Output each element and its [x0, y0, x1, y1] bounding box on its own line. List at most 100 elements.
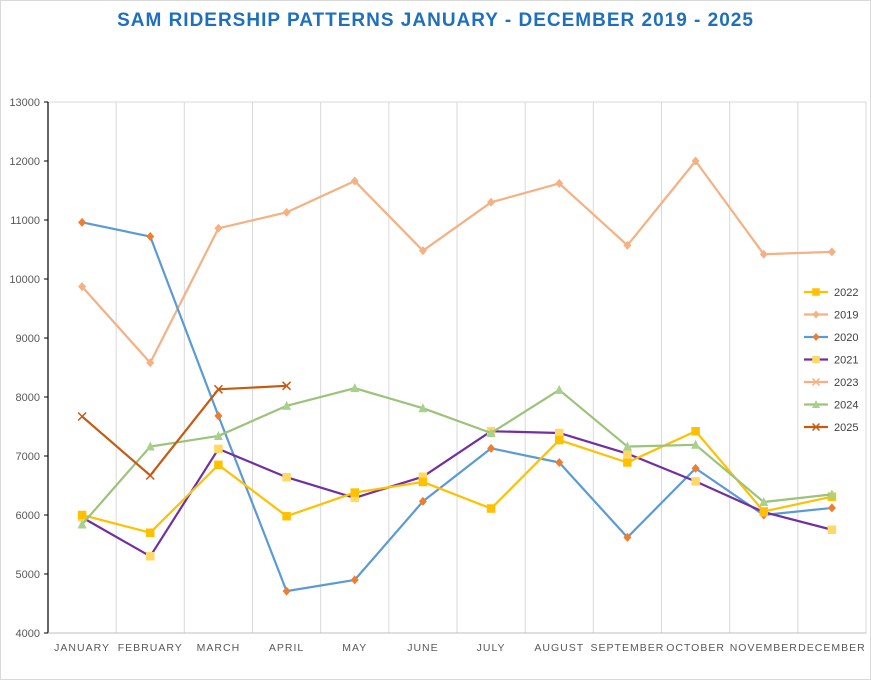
data-point-diamond [78, 217, 87, 227]
data-point-diamond [827, 247, 836, 257]
x-tick-label: DECEMBER [798, 642, 866, 654]
legend-item-2023: 2023 [804, 377, 858, 389]
legend: 2022 2019 2020 2021 2023 2024 2025 [804, 287, 858, 434]
series-line-2020 [81, 221, 833, 593]
y-tick-label: 9000 [16, 333, 40, 345]
x-tick-label: SEPTEMBER [591, 642, 665, 654]
data-point-square [214, 444, 223, 454]
data-point-diamond [759, 249, 768, 259]
x-tick-label: JUNE [407, 642, 438, 654]
data-point-square [827, 525, 837, 534]
legend-label: 2022 [834, 287, 858, 299]
data-point-square [812, 355, 820, 364]
data-point-triangle [554, 384, 564, 394]
x-tick-label: NOVEMBER [730, 642, 798, 654]
data-point-triangle [350, 383, 360, 393]
data-point-cross [213, 384, 223, 394]
data-point-diamond [555, 178, 564, 188]
data-point-diamond [146, 232, 155, 242]
data-point-cross [77, 411, 87, 422]
cross-stroke [811, 377, 821, 387]
y-tick-label: 10000 [9, 274, 40, 286]
x-tick-label: JANUARY [54, 642, 110, 654]
legend-label: 2025 [834, 422, 858, 434]
data-point-diamond [691, 463, 700, 473]
data-point-diamond [555, 457, 564, 467]
legend-item-2022: 2022 [804, 287, 858, 299]
data-point-triangle [213, 430, 223, 440]
legend-item-2024: 2024 [804, 400, 858, 412]
series-2022 [77, 426, 837, 537]
data-point-cross [145, 470, 155, 481]
data-point-diamond [282, 586, 291, 596]
y-tick-label: 8000 [16, 392, 40, 404]
data-point-square [282, 511, 291, 521]
cross-stroke [811, 422, 821, 432]
data-point-triangle [622, 441, 632, 451]
data-point-square [812, 288, 820, 296]
data-point-square [146, 552, 155, 561]
series-line-2022 [81, 430, 833, 534]
data-point-square [623, 449, 632, 458]
x-tick-label: MAY [342, 642, 367, 654]
data-point-diamond [812, 333, 820, 341]
y-tick-label: 4000 [16, 628, 40, 640]
data-point-diamond [691, 156, 700, 166]
data-point-triangle [759, 497, 769, 507]
x-tick-label: OCTOBER [666, 642, 725, 654]
data-point-cross [811, 377, 821, 387]
data-point-triangle [691, 439, 701, 449]
cross-stroke [282, 381, 292, 391]
legend-label: 2019 [834, 310, 858, 322]
data-point-diamond [487, 197, 496, 207]
x-tick-label: JULY [477, 642, 506, 654]
data-point-diamond [418, 246, 427, 256]
series-2024 [77, 383, 837, 529]
legend-label: 2020 [834, 332, 858, 344]
data-point-square [555, 428, 564, 438]
data-point-diamond [418, 496, 427, 506]
data-point-diamond [623, 240, 632, 250]
x-axis: JANUARY FEBRUARY MARCH APRIL MAY JUNE JULY AUGU… [54, 642, 866, 654]
data-point-cross [282, 381, 292, 391]
x-tick-label: MARCH [197, 642, 241, 654]
y-tick-label: 12000 [9, 156, 40, 168]
data-point-diamond [146, 358, 155, 368]
data-point-diamond [350, 575, 359, 585]
y-tick-label: 7000 [16, 451, 40, 463]
data-point-square [555, 435, 564, 445]
y-tick-label: 13000 [9, 97, 40, 109]
data-point-diamond [214, 223, 223, 233]
data-point-diamond [282, 207, 291, 217]
data-point-square [214, 460, 223, 470]
y-axis: 4000 5000 6000 7000 8000 9000 10000 11000 12000 1… [9, 97, 48, 640]
series-line-2025 [81, 384, 287, 477]
data-point-diamond [214, 411, 223, 421]
series-2025 [77, 381, 292, 481]
data-point-triangle [77, 519, 87, 529]
data-point-diamond [812, 310, 820, 319]
cross-stroke [77, 411, 87, 422]
legend-label: 2023 [834, 377, 858, 389]
data-point-square [418, 477, 428, 487]
data-point-triangle [827, 489, 837, 499]
data-point-diamond [350, 176, 359, 186]
data-point-triangle [812, 400, 820, 408]
legend-item-2020: 2020 [804, 332, 858, 344]
series-line-2021 [81, 430, 833, 558]
series-line-2024 [81, 387, 833, 526]
series-line-2019 [81, 159, 832, 364]
grid-lines [47, 101, 867, 634]
data-point-triangle [282, 400, 292, 410]
legend-label: 2024 [834, 400, 858, 412]
y-tick-label: 11000 [10, 215, 40, 227]
cross-stroke [213, 384, 223, 394]
data-point-square [691, 477, 700, 486]
data-point-square [623, 458, 632, 467]
data-point-diamond [487, 443, 496, 453]
series-2019 [78, 156, 836, 368]
data-point-triangle [418, 403, 428, 413]
y-tick-label: 6000 [16, 510, 40, 522]
